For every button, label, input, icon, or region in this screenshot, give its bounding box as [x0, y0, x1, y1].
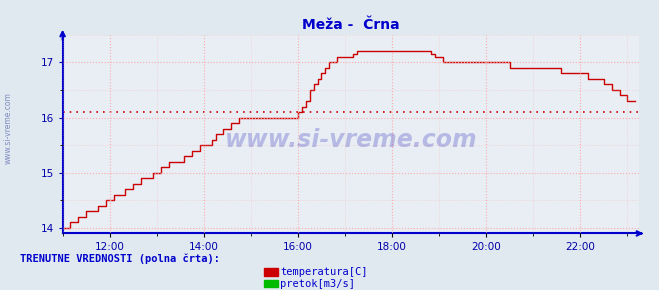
Text: temperatura[C]: temperatura[C]	[280, 267, 368, 277]
Text: TRENUTNE VREDNOSTI (polna črta):: TRENUTNE VREDNOSTI (polna črta):	[20, 254, 219, 264]
Title: Meža -  Črna: Meža - Črna	[302, 18, 400, 32]
Text: www.si-vreme.com: www.si-vreme.com	[225, 128, 477, 152]
Text: pretok[m3/s]: pretok[m3/s]	[280, 279, 355, 289]
Text: www.si-vreme.com: www.si-vreme.com	[3, 92, 13, 164]
